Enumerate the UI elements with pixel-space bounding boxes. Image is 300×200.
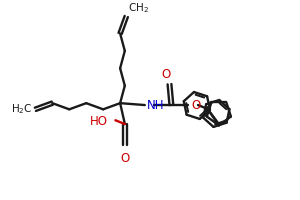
Text: O: O [120,151,130,164]
Text: O: O [161,68,170,81]
Text: H$_2$C: H$_2$C [11,102,32,116]
Text: HO: HO [90,114,108,127]
Text: NH: NH [147,98,164,111]
Text: O: O [191,98,201,111]
Text: CH$_2$: CH$_2$ [128,1,149,15]
